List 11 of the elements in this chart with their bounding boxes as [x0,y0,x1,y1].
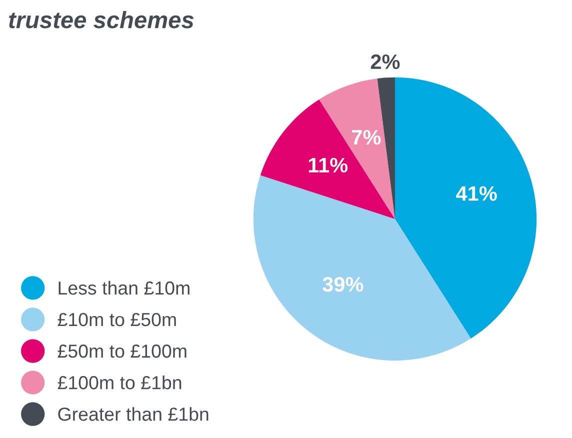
data-label: 41% [456,186,497,201]
legend-label: Greater than £1bn [58,407,208,421]
legend-label: Less than £10m [58,280,190,295]
legend-label: £50m to £100m [58,344,186,358]
data-label: 39% [322,276,364,292]
data-label: 7% [352,130,381,145]
data-label: 11% [308,158,348,172]
legend-label: £10m to £50m [58,312,176,326]
chart-title: trustee schemes [8,10,194,28]
data-label: 2% [370,54,400,70]
legend-label: £100m to £1bn [58,376,182,390]
